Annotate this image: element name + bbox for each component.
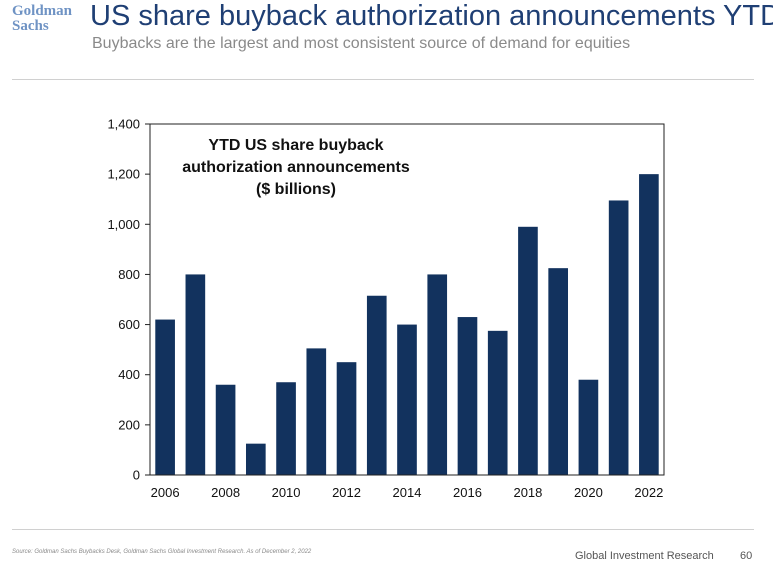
y-tick-label: 1,000 [107,217,140,232]
bar-2021 [608,200,629,476]
bar-2009 [245,443,266,475]
page-title: US share buyback authorization announcem… [90,0,773,32]
goldman-sachs-logo: Goldman Sachs [12,4,84,34]
chart-title-line-3: ($ billions) [256,181,336,198]
bar-2007 [185,274,206,475]
bar-2013 [366,295,387,475]
x-tick-label: 2010 [272,485,301,500]
bar-2014 [397,324,417,475]
footer-brand: Global Investment Research [575,550,714,562]
x-tick-label: 2006 [151,485,180,500]
y-tick-label: 1,400 [107,117,140,132]
bar-2019 [548,268,569,475]
x-axis-ticks: 2006 2008 2010 2012 2014 2016 2018 2020 2022 [151,485,664,500]
y-tick-label: 1,200 [107,167,140,182]
y-tick-label: 200 [118,417,140,432]
y-tick-label: 600 [118,317,140,332]
x-tick-label: 2014 [393,485,422,500]
logo-line-2: Sachs [12,18,49,34]
y-axis-ticks: 0 200 400 600 800 1,000 1,200 1,400 [107,117,150,483]
page-number: 60 [740,550,753,562]
bar-2022 [639,174,659,475]
x-tick-label: 2020 [574,485,603,500]
bar-2012 [336,362,357,475]
x-tick-label: 2016 [453,485,482,500]
plot-frame [149,123,665,476]
bar-2020 [578,379,599,475]
bar-2016 [457,317,478,475]
y-tick-label: 800 [118,267,140,282]
header-divider [12,79,754,80]
bar-2011 [306,348,327,475]
bar-2018 [518,226,538,475]
footer-divider [12,529,754,530]
source-note: Source: Goldman Sachs Buybacks Desk, Gol… [12,549,312,555]
chart-title-line-1: YTD US share buyback [208,137,383,154]
chart-title-line-2: authorization announcements [182,159,410,176]
bar-2010 [276,382,296,475]
logo-line-1: Goldman [12,3,73,19]
y-tick-label: 0 [133,468,140,483]
bar-series [155,174,659,476]
x-tick-label: 2018 [513,485,542,500]
bar-2006 [155,319,175,475]
x-tick-label: 2008 [211,485,240,500]
y-tick-label: 400 [118,367,140,382]
bar-2017 [487,330,508,475]
bar-2015 [427,274,448,475]
page-subtitle: Buybacks are the largest and most consis… [92,35,631,52]
x-tick-label: 2022 [634,485,663,500]
bar-2008 [215,384,236,475]
x-tick-label: 2012 [332,485,361,500]
